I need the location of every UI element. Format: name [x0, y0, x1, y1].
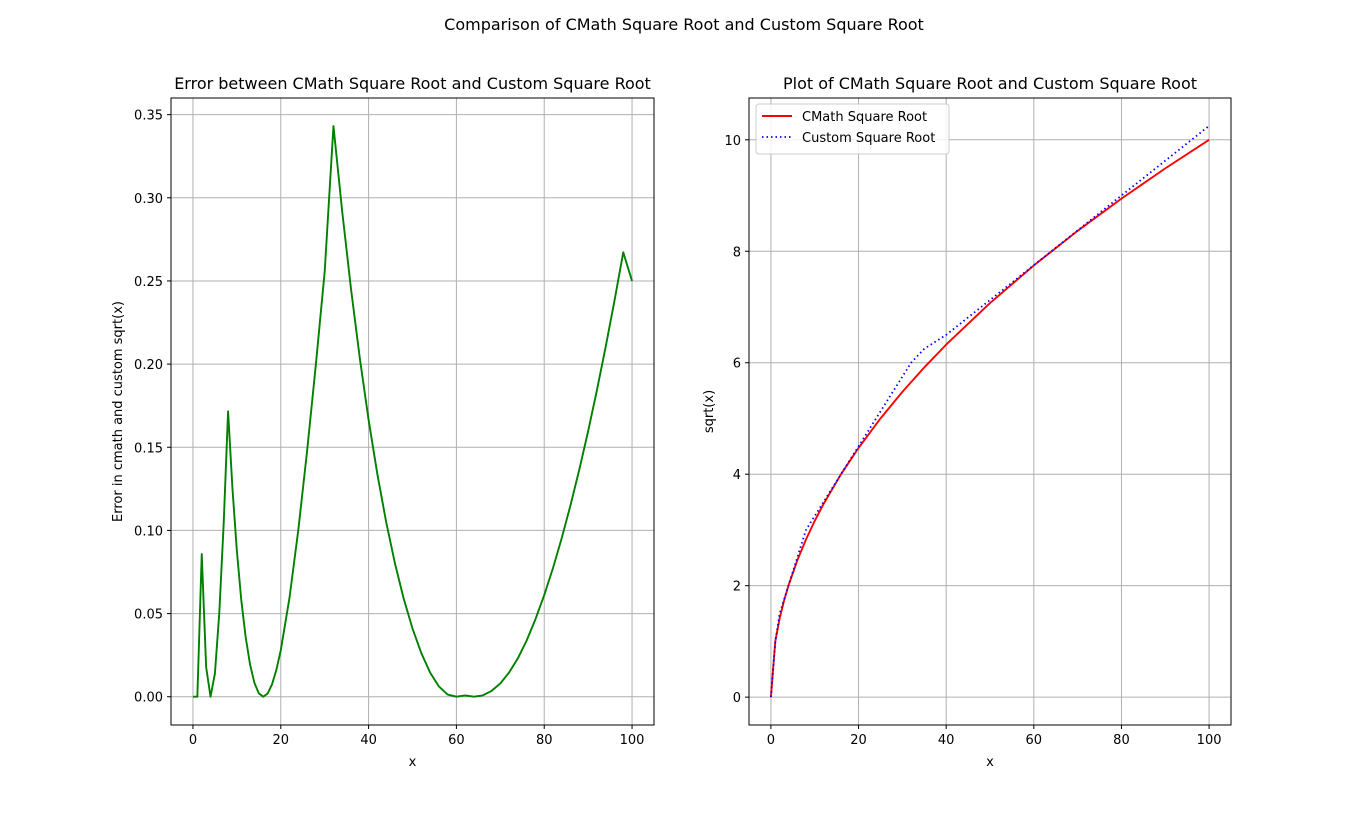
error-plot-xtick-label-0: 0 [189, 733, 197, 748]
error-plot-xtick-label-2: 40 [360, 733, 377, 748]
sqrt-plot-ytick-label-0: 0 [733, 691, 741, 706]
sqrt-plot-series-line-1 [770, 125, 1210, 698]
error-plot-ytick-label-5: 0.25 [134, 275, 163, 290]
sqrt-plot-ytick-label-2: 4 [733, 468, 741, 483]
error-plot-ytick-label-0: 0.00 [134, 691, 163, 706]
sqrt-plot-xtick-label-3: 60 [1026, 733, 1043, 748]
figure-title: Comparison of CMath Square Root and Cust… [444, 15, 924, 34]
error-plot: 0 20 40 60 80 100 0.00 0.05 0.10 0.15 0.20 0.25 0.30… [111, 74, 655, 770]
error-plot-ylabel: Error in cmath and custom sqrt(x) [111, 301, 126, 522]
sqrt-plot-series-line-0 [769, 139, 1210, 698]
error-plot-xtick-label-1: 20 [272, 733, 289, 748]
error-plot-xtick-label-3: 60 [448, 733, 465, 748]
legend-label-0: CMath Square Root [802, 110, 927, 125]
sqrt-plot-ytick-label-3: 6 [733, 357, 741, 372]
sqrt-plot-xtick-label-5: 100 [1197, 733, 1222, 748]
error-plot-ytick-label-4: 0.20 [134, 358, 163, 373]
sqrt-plot-xlabel: x [986, 755, 994, 770]
error-plot-frame [170, 97, 655, 726]
error-plot-grid [171, 98, 654, 725]
sqrt-plot-xtick-label-4: 80 [1113, 733, 1130, 748]
sqrt-plot-ytick-label-1: 2 [733, 580, 741, 595]
sqrt-plot-ytick-label-4: 8 [733, 245, 741, 260]
error-plot-ytick-label-3: 0.15 [134, 441, 163, 456]
error-plot-series [192, 125, 633, 698]
sqrt-plot-ytick-label-5: 10 [724, 134, 741, 149]
sqrt-plot-xtick-label-1: 20 [850, 733, 867, 748]
sqrt-plot: 0 20 40 60 80 100 0 2 4 6 8 10 Plot of CMath Square… [702, 74, 1232, 770]
error-plot-series-line-0 [192, 125, 633, 698]
legend-label-1: Custom Square Root [802, 131, 935, 146]
error-plot-xtick-label-4: 80 [536, 733, 553, 748]
sqrt-plot-xtick-label-0: 0 [767, 733, 775, 748]
sqrt-plot-legend: CMath Square Root Custom Square Root [755, 103, 950, 155]
sqrt-plot-ylabel: sqrt(x) [702, 390, 717, 433]
error-plot-xtick-label-5: 100 [620, 733, 645, 748]
sqrt-plot-ticks: 0 20 40 60 80 100 0 2 4 6 8 10 [724, 134, 1221, 748]
error-plot-ytick-label-6: 0.30 [134, 192, 163, 207]
error-plot-xlabel: x [409, 755, 417, 770]
sqrt-plot-title: Plot of CMath Square Root and Custom Squ… [783, 74, 1197, 93]
error-plot-ticks: 0 20 40 60 80 100 0.00 0.05 0.10 0.15 0.20 0.25 0.30… [134, 109, 644, 748]
sqrt-plot-frame [748, 97, 1232, 726]
error-plot-ytick-label-1: 0.05 [134, 608, 163, 623]
sqrt-plot-xtick-label-2: 40 [938, 733, 955, 748]
error-plot-ytick-label-2: 0.10 [134, 524, 163, 539]
error-plot-ytick-label-7: 0.35 [134, 109, 163, 124]
sqrt-plot-grid [749, 98, 1231, 725]
sqrt-plot-series [769, 125, 1210, 698]
error-plot-title: Error between CMath Square Root and Cust… [174, 74, 651, 93]
legend-box [755, 103, 950, 155]
